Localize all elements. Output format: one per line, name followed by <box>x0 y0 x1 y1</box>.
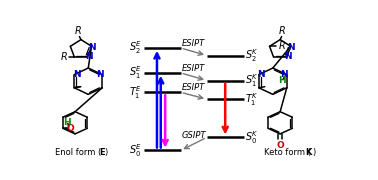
Text: K: K <box>306 148 312 157</box>
Text: N: N <box>85 52 93 61</box>
Text: N: N <box>284 52 292 61</box>
Text: ): ) <box>312 148 316 157</box>
Text: $T_1^K$: $T_1^K$ <box>245 91 259 108</box>
Text: R: R <box>278 41 285 51</box>
Text: O: O <box>66 124 74 133</box>
Text: H: H <box>278 76 286 85</box>
Text: N: N <box>73 70 81 79</box>
Text: R: R <box>279 26 286 36</box>
Text: $S_1^K$: $S_1^K$ <box>245 72 259 89</box>
Text: ESIPT: ESIPT <box>182 64 205 73</box>
Text: GSIPT: GSIPT <box>181 131 206 140</box>
Text: ESIPT: ESIPT <box>182 39 205 48</box>
Text: R: R <box>75 26 82 36</box>
Text: ESIPT: ESIPT <box>182 83 205 92</box>
Text: Keto form (: Keto form ( <box>264 148 311 157</box>
Text: $S_0^K$: $S_0^K$ <box>245 129 259 146</box>
Text: $S_0^E$: $S_0^E$ <box>129 142 143 159</box>
Text: N: N <box>288 42 295 51</box>
Text: $S_2^E$: $S_2^E$ <box>129 40 143 56</box>
Text: N: N <box>96 70 104 79</box>
Text: H: H <box>64 118 71 127</box>
Text: N: N <box>257 70 265 79</box>
Text: R: R <box>60 52 67 62</box>
Text: O: O <box>276 141 284 150</box>
Text: N: N <box>280 70 288 79</box>
Text: $S_2^K$: $S_2^K$ <box>245 47 259 64</box>
Text: $T_1^E$: $T_1^E$ <box>130 84 143 101</box>
Text: Enol form (: Enol form ( <box>55 148 101 157</box>
Text: $S_1^E$: $S_1^E$ <box>129 64 143 81</box>
Text: E: E <box>99 148 105 157</box>
Text: N: N <box>88 42 96 51</box>
Text: ): ) <box>105 148 108 157</box>
